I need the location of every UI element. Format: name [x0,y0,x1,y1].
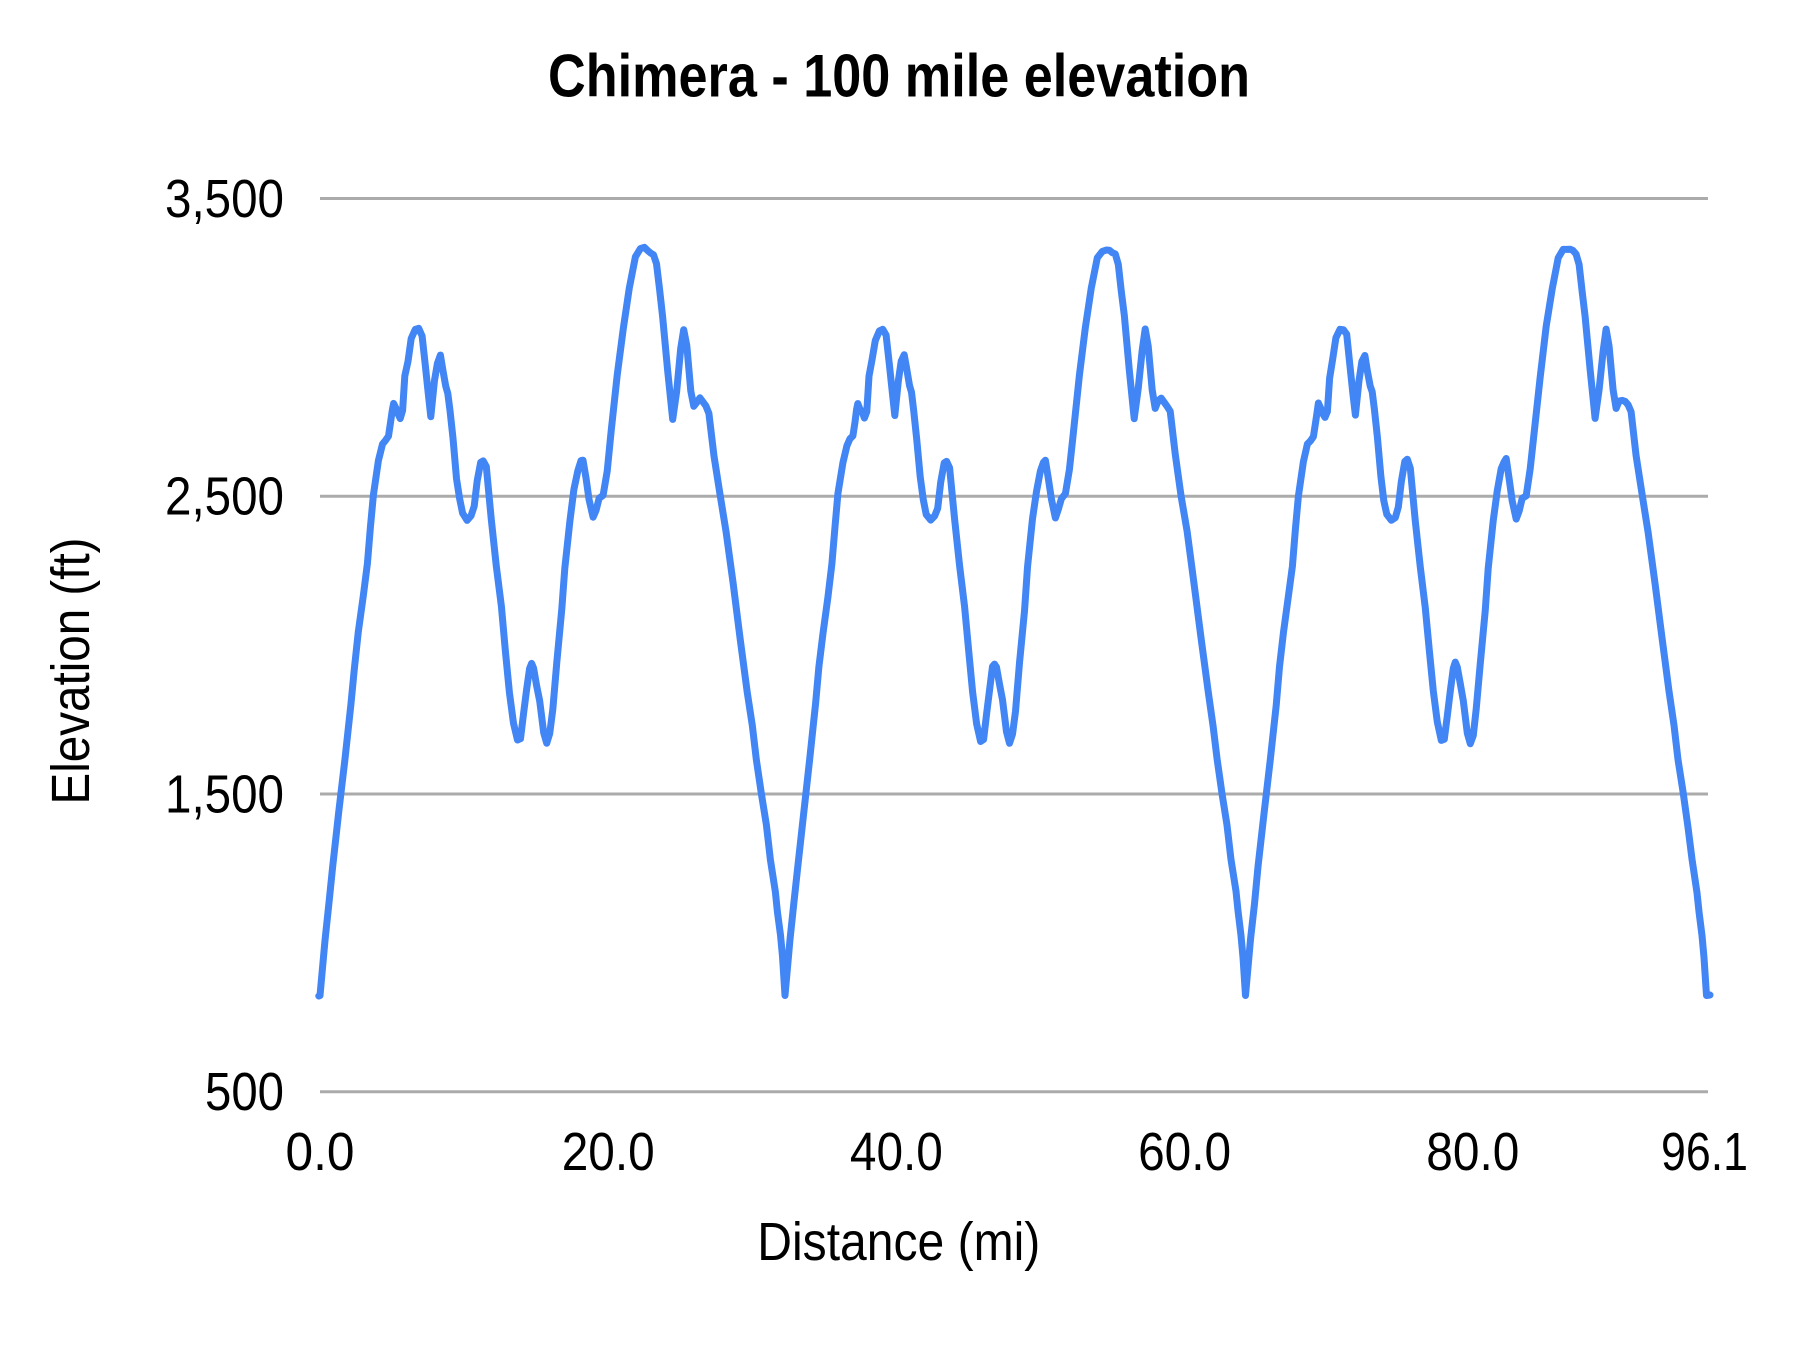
svg-text:Elevation (ft): Elevation (ft) [41,538,101,805]
svg-text:1,500: 1,500 [165,765,284,824]
svg-text:3,500: 3,500 [165,170,284,229]
svg-text:2,500: 2,500 [165,468,284,527]
svg-text:96.1: 96.1 [1661,1123,1748,1182]
svg-text:Distance (mi): Distance (mi) [757,1212,1040,1272]
svg-text:80.0: 80.0 [1426,1123,1519,1182]
svg-text:0.0: 0.0 [286,1123,355,1182]
svg-text:Chimera - 100 mile elevation: Chimera - 100 mile elevation [548,43,1250,110]
svg-text:500: 500 [205,1063,284,1122]
svg-text:60.0: 60.0 [1138,1123,1231,1182]
svg-text:40.0: 40.0 [850,1123,943,1182]
svg-text:20.0: 20.0 [562,1123,655,1182]
